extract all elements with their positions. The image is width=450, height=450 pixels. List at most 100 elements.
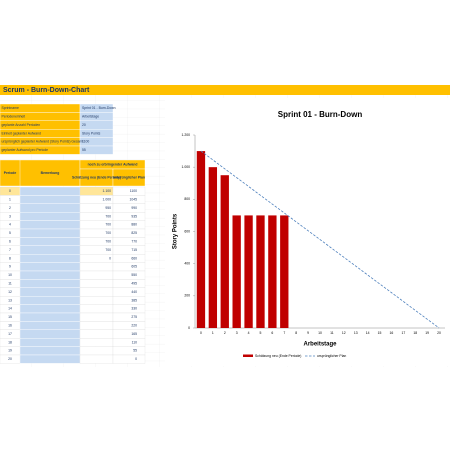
estimate: 700 bbox=[105, 231, 111, 235]
y-tick-label: 200 bbox=[184, 294, 190, 298]
plan-cell bbox=[112, 212, 146, 221]
estimate: 700 bbox=[105, 248, 111, 252]
plan: 880 bbox=[131, 223, 137, 227]
plan-cell bbox=[112, 245, 146, 255]
x-axis-title: Arbeitstage bbox=[303, 342, 337, 348]
period: 14 bbox=[8, 307, 12, 311]
x-tick-label: 15 bbox=[378, 331, 382, 335]
period: 16 bbox=[8, 323, 12, 327]
x-tick-label: 13 bbox=[354, 331, 358, 335]
header-remark: Bemerkung bbox=[41, 171, 60, 175]
plan: 385 bbox=[131, 298, 137, 302]
legend-label: Schätzung neu (Ende Periode) bbox=[255, 354, 301, 358]
estimate: 1.000 bbox=[103, 197, 112, 201]
info-value: Story Points bbox=[82, 131, 101, 135]
x-tick-label: 0 bbox=[200, 331, 202, 335]
plan: 165 bbox=[131, 332, 137, 336]
x-tick-label: 2 bbox=[224, 331, 226, 335]
x-tick-label: 5 bbox=[260, 331, 262, 335]
remark-cell bbox=[19, 312, 81, 322]
estimate-cell bbox=[79, 262, 114, 272]
remark-cell bbox=[19, 329, 81, 339]
y-tick-label: 1.200 bbox=[182, 133, 191, 137]
info-label: geplanter Aufwand pro Periode bbox=[2, 148, 49, 152]
bar bbox=[268, 215, 277, 328]
remark-cell bbox=[19, 287, 81, 297]
estimate-cell bbox=[79, 279, 114, 288]
bar bbox=[232, 215, 241, 328]
estimate-cell bbox=[79, 304, 114, 314]
x-tick-label: 4 bbox=[248, 331, 250, 335]
chart-title: Sprint 01 - Burn-Down bbox=[278, 110, 363, 119]
x-tick-label: 7 bbox=[283, 331, 285, 335]
info-value: 1100 bbox=[82, 140, 89, 144]
estimate-cell bbox=[79, 346, 114, 356]
estimate: 700 bbox=[105, 239, 111, 243]
remark-cell bbox=[19, 354, 81, 364]
remark-cell bbox=[19, 211, 81, 221]
plan: 55 bbox=[133, 349, 137, 353]
remark-cell bbox=[19, 220, 81, 230]
info-label: Sprintname bbox=[2, 106, 19, 110]
x-tick-label: 6 bbox=[271, 331, 273, 335]
info-value-cell bbox=[79, 145, 114, 155]
y-tick-label: 400 bbox=[184, 262, 190, 266]
bar bbox=[256, 215, 265, 328]
info-label: Einheit geplanter Aufwand bbox=[2, 131, 42, 135]
estimate: 1.100 bbox=[103, 189, 112, 193]
plan-cell bbox=[112, 203, 146, 213]
estimate: 700 bbox=[105, 214, 111, 218]
bar bbox=[280, 215, 289, 328]
chart-area bbox=[165, 98, 450, 366]
plan-cell bbox=[112, 262, 146, 272]
period: 12 bbox=[8, 290, 12, 294]
remark-cell bbox=[19, 338, 81, 347]
plan: 660 bbox=[131, 256, 137, 260]
plan-cell bbox=[112, 304, 146, 314]
plan-cell bbox=[112, 329, 146, 339]
plan-cell bbox=[112, 287, 146, 297]
plan: 935 bbox=[131, 214, 137, 218]
y-axis-title: Story Points bbox=[173, 213, 179, 249]
info-label: geplante Anzahl Perioden bbox=[2, 123, 41, 127]
info-value: 55 bbox=[82, 148, 86, 152]
remark-cell bbox=[19, 296, 81, 305]
remark-cell bbox=[19, 262, 81, 272]
estimate-cell bbox=[79, 354, 114, 364]
estimate: 950 bbox=[105, 206, 111, 210]
header-remaining: noch zu erbringender Aufwand bbox=[88, 162, 138, 166]
remark-cell bbox=[19, 321, 81, 330]
estimate: 700 bbox=[105, 223, 111, 227]
plan-cell bbox=[112, 228, 146, 238]
info-label: ursprünglich geplanter Aufwand (Story Po… bbox=[2, 140, 84, 144]
title-band bbox=[0, 85, 450, 95]
remark-cell bbox=[19, 245, 81, 255]
bar bbox=[244, 215, 253, 328]
plan-cell bbox=[112, 279, 146, 288]
plan-cell bbox=[112, 321, 146, 330]
period: 5 bbox=[9, 231, 11, 235]
x-tick-label: 16 bbox=[390, 331, 394, 335]
period: 20 bbox=[8, 357, 12, 361]
plan-cell bbox=[112, 338, 146, 347]
plan: 440 bbox=[131, 290, 137, 294]
plan: 495 bbox=[131, 281, 137, 285]
period: 17 bbox=[8, 332, 12, 336]
period: 19 bbox=[8, 349, 12, 353]
period: 10 bbox=[8, 273, 12, 277]
legend-label: ursprünglicher Plan bbox=[317, 354, 346, 358]
x-tick-label: 1 bbox=[212, 331, 214, 335]
plan-cell bbox=[112, 270, 146, 280]
period: 1 bbox=[9, 197, 11, 201]
plan-cell bbox=[112, 354, 146, 364]
info-label: Periodeneinheit bbox=[2, 114, 26, 118]
plan: 1100 bbox=[130, 189, 137, 193]
estimate-cell bbox=[79, 296, 114, 305]
period: 11 bbox=[8, 281, 12, 285]
x-tick-label: 3 bbox=[236, 331, 238, 335]
header-plan: ursprünglicher Plan bbox=[113, 175, 145, 179]
plan: 550 bbox=[131, 273, 137, 277]
plan-line bbox=[200, 150, 440, 329]
